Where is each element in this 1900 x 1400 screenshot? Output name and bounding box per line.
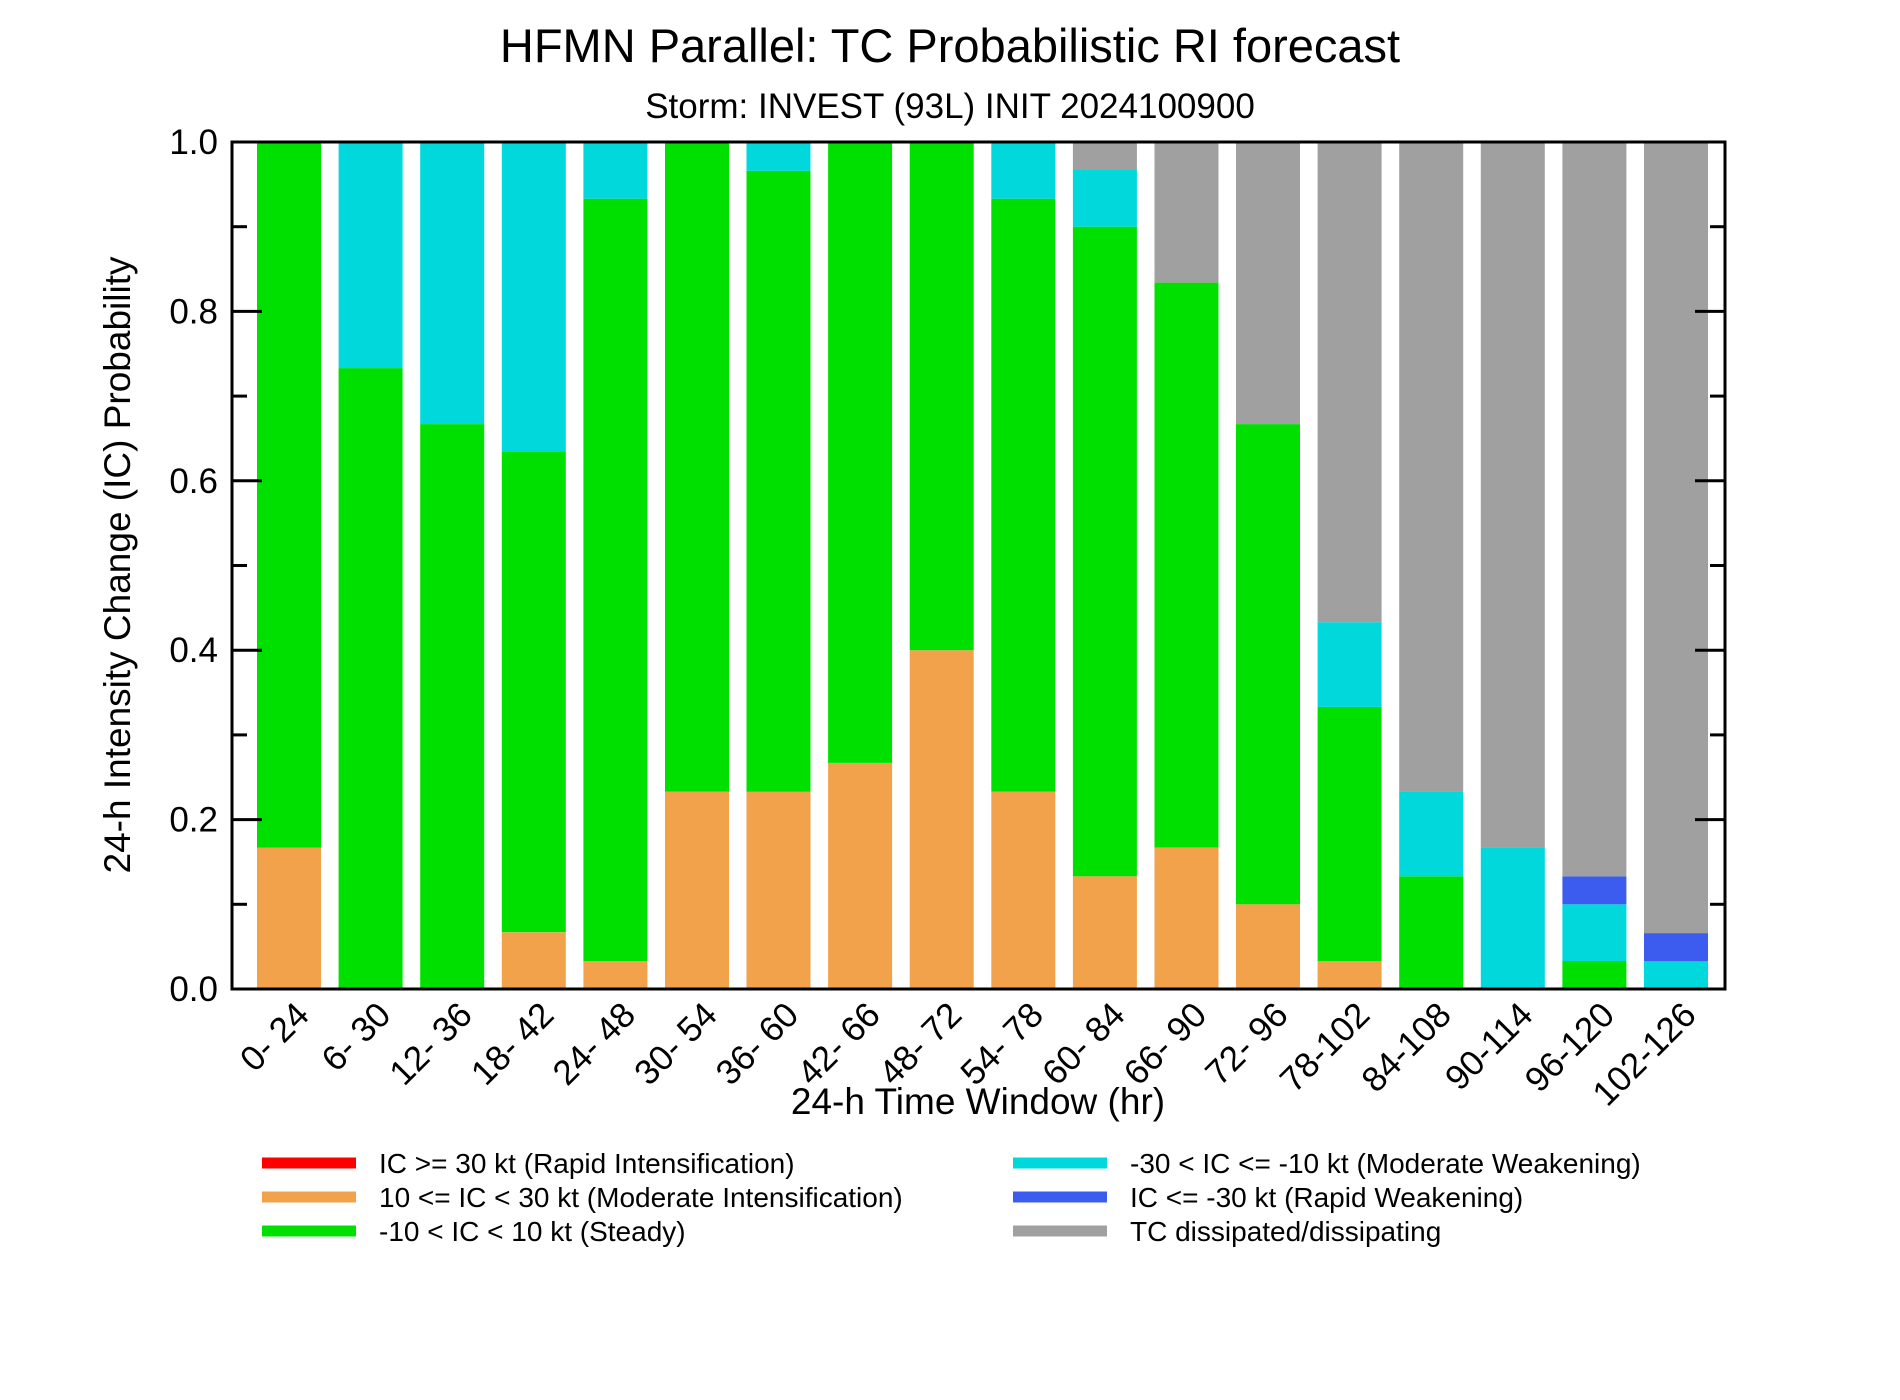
- y-tick-label-1: 0.2: [169, 801, 218, 840]
- y-tick-label-5: 1.0: [169, 123, 218, 162]
- bar-segment-10-5: [1072, 142, 1137, 170]
- x-tick-label-3: 18- 42: [464, 995, 562, 1093]
- x-axis-label: 24-h Time Window (hr): [791, 1081, 1165, 1122]
- bar-segment-16-2: [1562, 961, 1627, 989]
- bar-segment-17-4: [1644, 933, 1708, 962]
- bar-segment-4-1: [583, 961, 648, 989]
- legend-label-5: TC dissipated/dissipating: [1130, 1216, 1441, 1247]
- x-tick-label-4: 24- 48: [545, 995, 643, 1093]
- chart-title: HFMN Parallel: TC Probabilistic RI forec…: [500, 19, 1400, 72]
- bar-segment-8-1: [909, 650, 974, 989]
- bar-segment-1-2: [338, 368, 403, 990]
- bar-segment-13-5: [1317, 142, 1382, 623]
- bar-segment-16-3: [1562, 904, 1627, 961]
- bar-segment-13-2: [1317, 706, 1382, 961]
- y-axis: 0.0 0.2 0.4 0.6 0.8 1.0: [169, 123, 1725, 1009]
- legend-label-0: IC >= 30 kt (Rapid Intensification): [379, 1148, 795, 1179]
- bar-segment-10-2: [1072, 226, 1137, 877]
- bar-segment-3-1: [501, 932, 566, 989]
- bar-segment-15-3: [1480, 847, 1545, 989]
- bar-segment-11-5: [1154, 141, 1219, 283]
- y-tick-label-3: 0.6: [169, 462, 218, 501]
- x-tick-label-14: 84-108: [1354, 995, 1459, 1100]
- bar-segment-2-2: [420, 424, 485, 990]
- x-tick-label-10: 60- 84: [1035, 995, 1133, 1093]
- x-tick-label-0: 0- 24: [233, 995, 317, 1079]
- bar-segment-9-3: [991, 142, 1056, 199]
- bar-segment-12-2: [1236, 424, 1300, 905]
- y-axis-label: 24-h Intensity Change (IC) Probability: [97, 256, 138, 873]
- bar-segment-0-2: [257, 142, 321, 848]
- bars-layer: [257, 141, 1708, 990]
- x-tick-label-8: 48- 72: [872, 995, 970, 1093]
- bar-segment-6-1: [746, 791, 811, 989]
- bar-segment-12-5: [1236, 142, 1300, 425]
- bar-segment-16-5: [1562, 142, 1627, 877]
- x-tick-label-9: 54- 78: [953, 995, 1051, 1093]
- bar-segment-5-1: [665, 791, 729, 989]
- bar-segment-14-5: [1399, 142, 1464, 792]
- x-tick-label-2: 12- 36: [382, 995, 480, 1093]
- bar-segment-4-3: [583, 142, 648, 199]
- bar-segment-11-1: [1154, 847, 1219, 989]
- bar-segment-12-1: [1236, 904, 1300, 989]
- bar-segment-9-2: [991, 198, 1056, 792]
- bar-segment-17-5: [1644, 142, 1708, 934]
- bar-segment-0-1: [257, 847, 321, 989]
- bar-segment-5-2: [665, 142, 729, 792]
- bar-segment-2-3: [420, 142, 485, 425]
- bar-segment-7-2: [828, 142, 893, 763]
- bar-segment-6-2: [746, 170, 811, 792]
- bar-segment-14-3: [1399, 791, 1464, 877]
- y-tick-label-2: 0.4: [169, 631, 218, 670]
- x-tick-label-15: 90-114: [1438, 995, 1541, 1098]
- legend-label-2: -10 < IC < 10 kt (Steady): [379, 1216, 686, 1247]
- bar-segment-1-3: [338, 142, 403, 369]
- bar-segment-3-3: [501, 141, 566, 452]
- legend-label-1: 10 <= IC < 30 kt (Moderate Intensificati…: [379, 1182, 903, 1213]
- x-tick-label-5: 30- 54: [627, 995, 725, 1093]
- bar-segment-17-3: [1644, 961, 1708, 989]
- bar-segment-3-2: [501, 452, 566, 933]
- legend-label-4: IC <= -30 kt (Rapid Weakening): [1130, 1182, 1523, 1213]
- bar-segment-13-1: [1317, 961, 1382, 989]
- bar-segment-14-2: [1399, 876, 1464, 989]
- bar-segment-7-1: [828, 762, 893, 989]
- legend-label-3: -30 < IC <= -10 kt (Moderate Weakening): [1130, 1148, 1641, 1179]
- bar-segment-4-2: [583, 198, 648, 961]
- x-tick-label-11: 66- 90: [1116, 995, 1214, 1093]
- chart-subtitle: Storm: INVEST (93L) INIT 2024100900: [645, 87, 1255, 126]
- bar-segment-15-5: [1480, 142, 1545, 848]
- y-tick-label-0: 0.0: [169, 970, 218, 1009]
- x-tick-label-6: 36- 60: [708, 995, 806, 1093]
- bar-segment-10-1: [1072, 876, 1137, 989]
- bar-segment-13-3: [1317, 622, 1382, 707]
- y-tick-label-4: 0.8: [169, 292, 218, 331]
- plot-frame: [230, 140, 1727, 991]
- bar-segment-10-3: [1072, 170, 1137, 227]
- bar-segment-16-4: [1562, 876, 1627, 905]
- bar-segment-11-2: [1154, 282, 1219, 848]
- bar-segment-6-3: [746, 142, 811, 171]
- x-tick-label-7: 42- 66: [790, 995, 888, 1093]
- bar-segment-8-2: [909, 142, 974, 651]
- legend: IC >= 30 kt (Rapid Intensification)10 <=…: [262, 1148, 1641, 1247]
- x-tick-label-13: 78-102: [1273, 995, 1378, 1100]
- bar-segment-9-1: [991, 791, 1056, 989]
